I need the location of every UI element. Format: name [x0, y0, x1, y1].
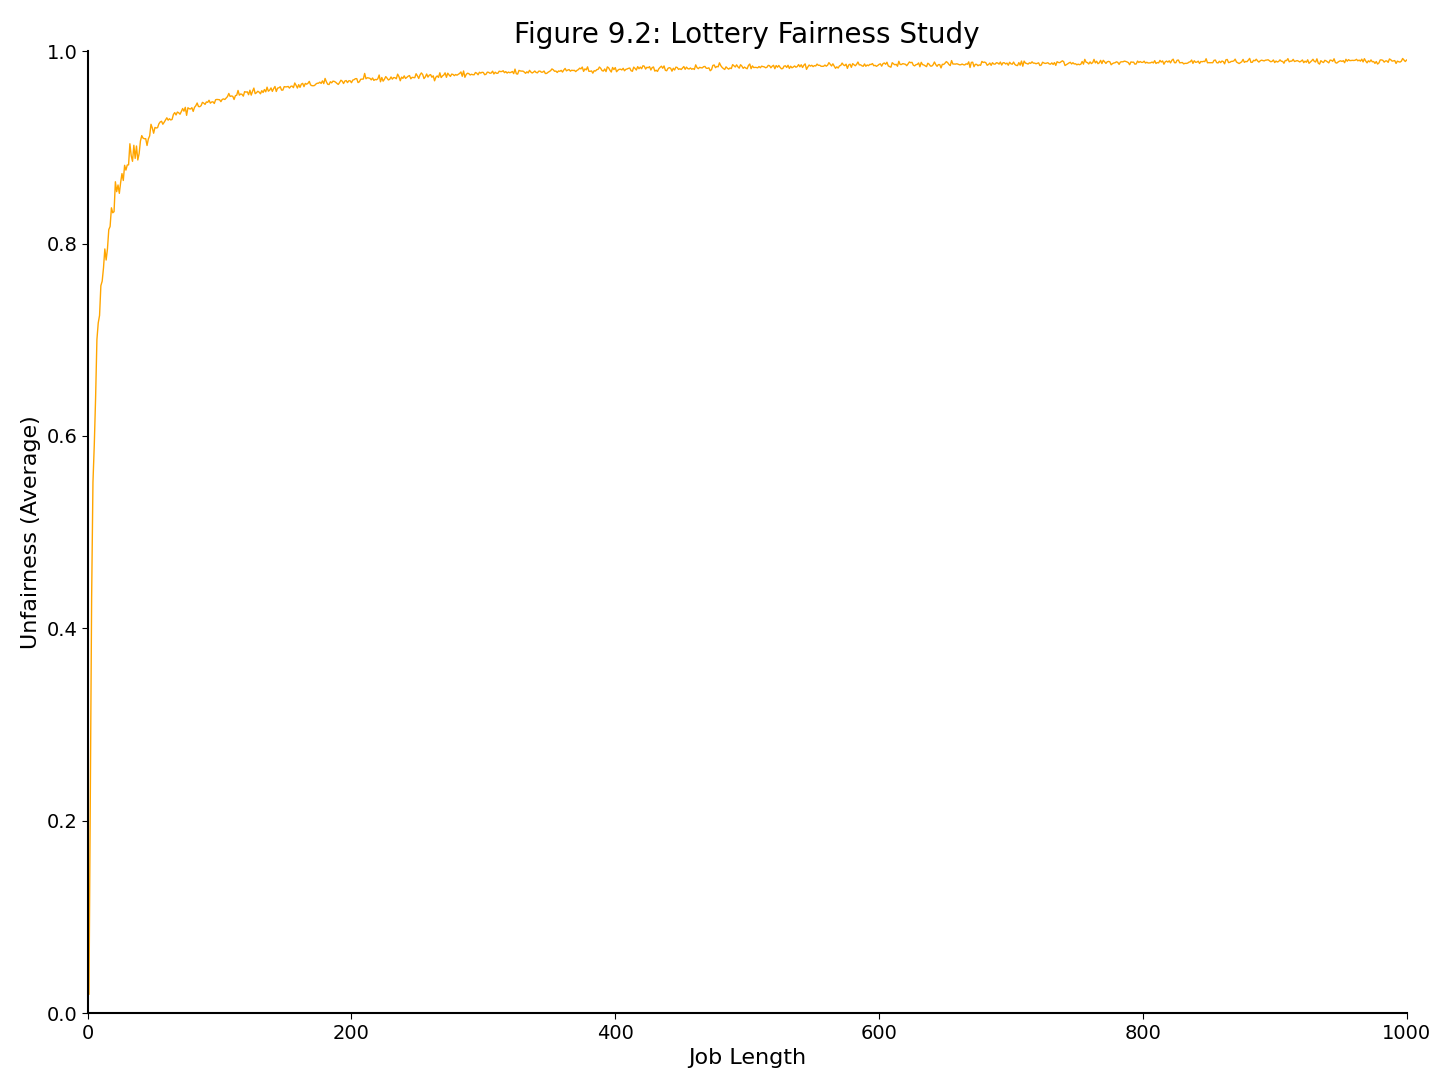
Y-axis label: Unfairness (Average): Unfairness (Average): [20, 415, 41, 649]
X-axis label: Job Length: Job Length: [688, 1049, 806, 1068]
Title: Figure 9.2: Lottery Fairness Study: Figure 9.2: Lottery Fairness Study: [514, 21, 980, 49]
